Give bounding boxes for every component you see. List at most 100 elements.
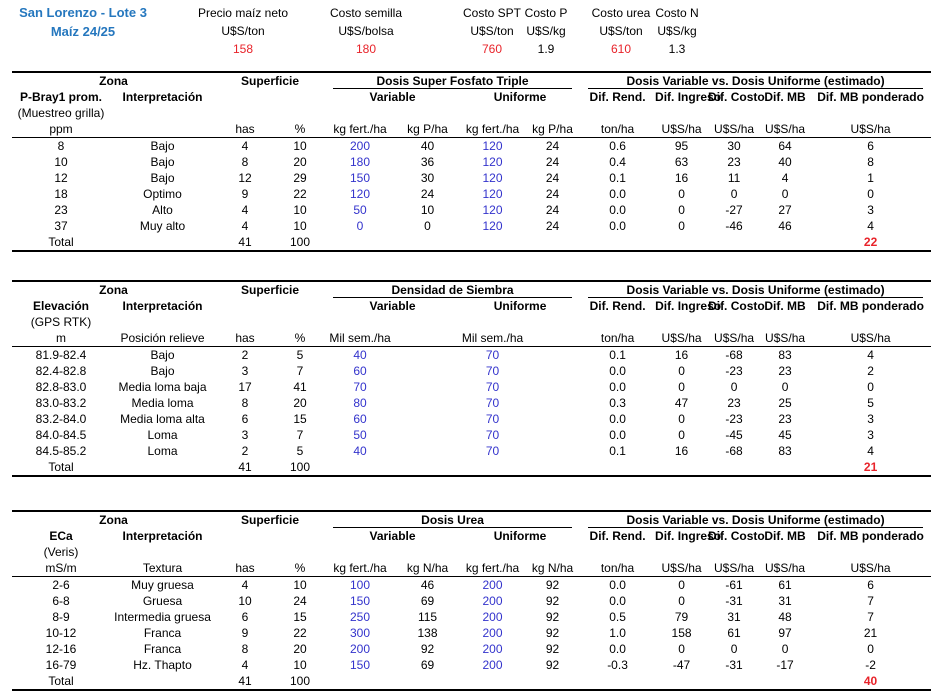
- unit-cell: has: [215, 121, 276, 138]
- cell: 36: [420, 155, 435, 169]
- cell: 10-12: [45, 626, 77, 640]
- cost-block-urea: Costo urea U$S/ton 610: [566, 4, 676, 58]
- cell: 0: [781, 642, 789, 656]
- cell: Loma: [147, 444, 178, 458]
- header-variable: Variable: [369, 90, 416, 104]
- table-row: 83.2-84.0 Media loma alta 6 15 60 70 0.0 0 -23 23…: [12, 411, 931, 427]
- cell: 84.0-84.5: [35, 428, 87, 442]
- cell: [325, 673, 811, 691]
- cell: 12: [238, 171, 252, 185]
- cell: 0: [678, 380, 685, 394]
- table-body: 2-6 Muy gruesa 4 10 100 46 200 92 0.0 0 -61 61 6 6-8 G…: [12, 577, 931, 674]
- cell: 92: [545, 642, 560, 656]
- header-dif-ingreso: Dif. Ingreso: [655, 299, 722, 313]
- cell: 84.5-85.2: [35, 444, 87, 458]
- header-superficie: Superficie: [215, 71, 326, 89]
- header-dif-ingreso: Dif. Ingreso: [655, 90, 722, 104]
- cell: 2: [867, 364, 874, 378]
- cell: 16: [674, 171, 689, 185]
- cell: [395, 363, 460, 379]
- table-row: 84.0-84.5 Loma 3 7 50 70 0.0 0 -45 45 3: [12, 427, 931, 443]
- cell: [110, 459, 216, 477]
- cost-label: Costo semilla: [329, 6, 403, 20]
- cell: 0.3: [609, 396, 626, 410]
- cell: 22: [293, 626, 307, 640]
- unit-cell: U$S/ha: [760, 121, 811, 138]
- cell: 4: [867, 219, 874, 233]
- cell: Muy alto: [139, 219, 186, 233]
- cell: -45: [725, 428, 743, 442]
- unit-cell: mS/m: [12, 560, 110, 577]
- header-dif-ingreso: Dif. Ingreso: [655, 529, 722, 543]
- total-label: Total: [12, 459, 110, 477]
- cost-value: 1.3: [668, 42, 686, 56]
- sub-header-row: P-Bray1 prom. Interpretación Variable Un…: [12, 89, 931, 105]
- cell: 61: [727, 626, 741, 640]
- cell: 24: [545, 203, 560, 217]
- header-dose-title: Dosis Urea: [325, 510, 581, 528]
- header-comparison: Dosis Variable vs. Dosis Uniforme (estim…: [580, 280, 932, 298]
- cell: 200: [482, 658, 503, 672]
- cell: 9: [241, 626, 249, 640]
- cost-block-p: Costo P U$S/kg 1.9: [496, 4, 596, 58]
- cell: 0.0: [609, 203, 626, 217]
- header-interpretacion: Interpretación: [122, 299, 203, 313]
- cell: 4: [241, 219, 249, 233]
- total-has: 41: [215, 673, 276, 691]
- group-header-row: Zona Superficie Densidad de Siembra Dosi…: [12, 280, 932, 298]
- cell: 15: [293, 610, 307, 624]
- cost-unit: U$S/ton: [599, 24, 643, 38]
- unit-cell: kg N/ha: [395, 560, 461, 577]
- cell: 120: [482, 187, 503, 201]
- cell: 9: [241, 187, 249, 201]
- cost-value: 180: [355, 42, 377, 56]
- cell: 3: [867, 203, 874, 217]
- zone-sublabel-row: (Veris): [12, 544, 931, 560]
- header-dif-mb-pond: Dif. MB ponderado: [817, 90, 924, 104]
- total-pct: 100: [275, 234, 326, 252]
- unit-cell: %: [275, 560, 326, 577]
- cost-block-semilla: Costo semilla U$S/bolsa 180: [311, 4, 421, 58]
- sub-header-row: Elevación Interpretación Variable Unifor…: [12, 298, 931, 314]
- header-zone-label: P-Bray1 prom.: [19, 90, 103, 104]
- cell: 31: [727, 610, 741, 624]
- cell: [110, 673, 216, 691]
- cell: [395, 395, 460, 411]
- cell: 8-9: [52, 610, 70, 624]
- unit-cell: U$S/ha: [708, 121, 761, 138]
- header-blank: [215, 528, 275, 544]
- total-row: Total 41 100 21: [12, 459, 932, 477]
- total-mb-ponderado: 21: [810, 459, 932, 477]
- cell: 0: [678, 412, 685, 426]
- cost-label: Costo P: [524, 6, 568, 20]
- cell: 0: [678, 187, 685, 201]
- cell: 16: [674, 348, 689, 362]
- cell: 16-79: [45, 658, 77, 672]
- table-row: 8-9 Intermedia gruesa 6 15 250 115 200 92 0.5 79 3…: [12, 609, 931, 625]
- cell: 24: [545, 219, 560, 233]
- unit-cell: Textura: [110, 560, 216, 577]
- cell: 0.0: [609, 187, 626, 201]
- table-dosis-urea: Zona Superficie Dosis Urea Dosis Variabl…: [12, 510, 932, 691]
- table-row: 37 Muy alto 4 10 0 0 120 24 0.0 0 -46 46 4: [12, 218, 931, 234]
- header-dose-title: Dosis Super Fosfato Triple: [325, 71, 581, 89]
- cell: 0: [867, 380, 874, 394]
- unit-cell: ppm: [12, 121, 110, 138]
- cell: 50: [353, 428, 367, 442]
- header-dif-mb-pond: Dif. MB ponderado: [817, 299, 924, 313]
- cell: 10: [293, 139, 307, 153]
- cell: -2: [865, 658, 876, 672]
- cell: [525, 347, 580, 364]
- cell: 70: [485, 444, 500, 458]
- header-uniforme: Uniforme: [493, 299, 547, 313]
- cell: 120: [482, 171, 503, 185]
- cost-unit: U$S/ton: [470, 24, 514, 38]
- header-superficie: Superficie: [215, 280, 326, 298]
- table-row: 18 Optimo 9 22 120 24 120 24 0.0 0 0 0 0: [12, 186, 931, 202]
- cell: 0: [867, 187, 874, 201]
- header-dif-mb: Dif. MB: [764, 299, 806, 313]
- cell: 120: [482, 155, 503, 169]
- unit-cell: kg P/ha: [525, 121, 581, 138]
- cell: 0.1: [609, 348, 626, 362]
- cell: 82.4-82.8: [35, 364, 87, 378]
